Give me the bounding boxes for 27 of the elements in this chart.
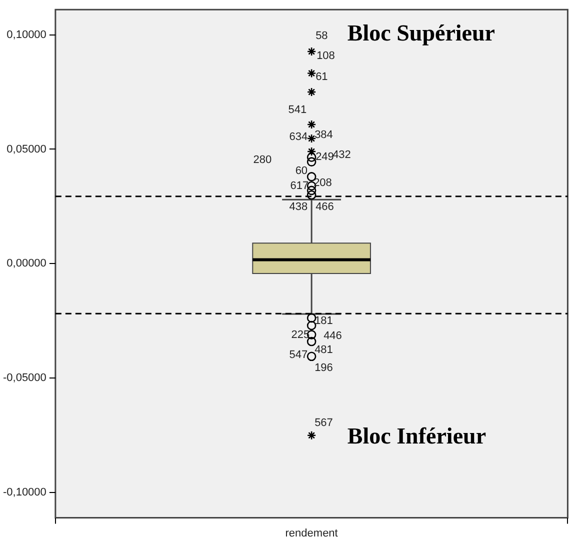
y-tick-label: -0,10000 — [2, 486, 46, 499]
annotation: 541 — [288, 104, 307, 116]
annotation: 567 — [314, 417, 333, 430]
x-tick-label: rendement — [285, 527, 338, 540]
annotation: 208 — [314, 177, 332, 190]
annotation: 58 — [316, 30, 328, 42]
annotation: 384 — [314, 129, 333, 142]
annotation: 432 — [332, 149, 351, 162]
annotation: 481 — [314, 344, 333, 356]
y-tick-label: 0,05000 — [6, 143, 46, 156]
annotation: 249 — [316, 151, 334, 164]
annotation: 196 — [314, 362, 333, 374]
annotation: 634 — [289, 131, 308, 144]
annotation: 547 — [289, 349, 308, 362]
annotation: 61 — [316, 71, 328, 84]
annotation: Bloc Inférieur — [347, 424, 486, 449]
annotation: 181 — [314, 315, 333, 328]
annotation: 60 — [295, 165, 308, 178]
annotation: 446 — [324, 330, 342, 342]
annotation: 438 — [289, 201, 308, 214]
annotation: 108 — [316, 50, 335, 62]
annotation: Bloc Supérieur — [347, 20, 496, 46]
y-tick-label: -0,05000 — [2, 372, 46, 384]
y-tick-label: 0,10000 — [6, 28, 46, 41]
annotation: 466 — [316, 201, 334, 214]
annotation: 280 — [253, 154, 272, 166]
y-tick-label: 0,00000 — [6, 258, 46, 270]
